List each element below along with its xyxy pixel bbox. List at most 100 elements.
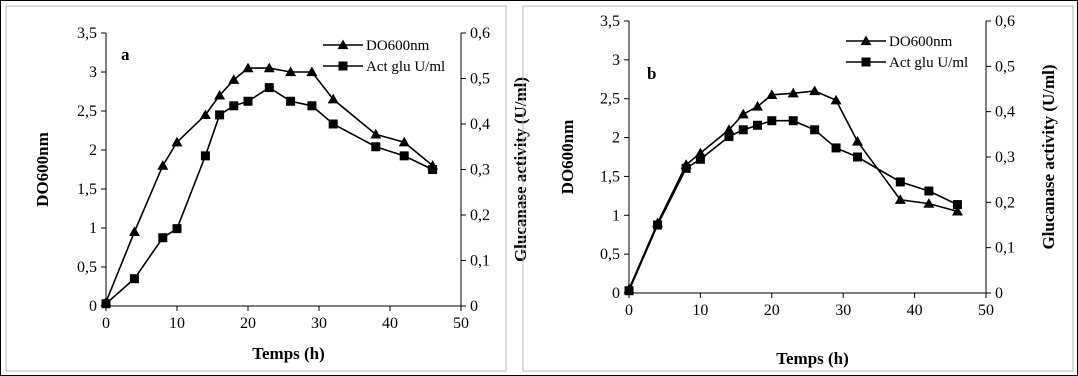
y-tick-label-left: 2 [612,130,620,147]
data-point-triangle [263,62,275,73]
data-point-square [924,186,934,196]
x-tick-label: 50 [978,302,994,319]
data-point-triangle [923,198,935,208]
data-point-triangle [809,85,821,96]
data-point-square [399,151,409,161]
x-axis-title: Temps (h) [252,344,325,363]
data-point-square [428,165,438,174]
chart-panel-b: 0 10 20 30 40 5000,511,522,533,500,10,20,30,4… [522,5,1074,372]
data-point-triangle [851,135,863,146]
data-point-triangle [306,66,318,77]
y-tick-label-right: 0,3 [470,162,490,179]
y-tick-label-right: 0,6 [470,25,490,42]
y-axis-title-right: Glucanase activity (U/ml) [511,77,530,262]
data-point-triangle [157,160,169,170]
data-point-triangle [370,128,382,139]
data-point-square [215,110,225,120]
legend-marker-triangle [860,35,872,46]
x-tick-label: 40 [907,302,923,319]
data-point-triangle [228,74,240,84]
x-tick-label: 40 [382,315,398,332]
y-tick-label-right: 0 [470,298,478,315]
data-point-square [681,163,691,173]
data-point-triangle [327,93,339,104]
y-tick-label-left: 3,5 [77,25,97,42]
data-point-square [229,101,239,111]
y-tick-label-right: 0,6 [995,13,1015,30]
data-point-square [852,152,862,162]
data-point-triangle [752,100,764,111]
legend-label: Act glu U/ml [889,55,968,71]
y-tick-label-right: 0,4 [470,116,490,133]
y-tick-label-right: 0,1 [470,253,490,270]
data-point-square [810,125,820,135]
x-tick-label: 20 [764,302,780,319]
data-point-triangle [171,136,183,147]
data-point-triangle [214,89,226,100]
data-point-square [101,299,111,309]
y-tick-label-left: 0 [89,298,97,315]
data-point-square [264,83,274,93]
y-axis-title-right: Glucanase activity (U/ml) [1039,64,1058,249]
data-point-square [724,132,734,142]
legend-label: DO600nm [366,38,430,54]
y-tick-label-right: 0,5 [995,58,1015,75]
y-tick-label-left: 1,5 [600,168,620,185]
x-tick-label: 30 [835,302,851,319]
y-tick-label-right: 0,4 [995,104,1015,121]
y-tick-label-right: 0 [995,285,1003,302]
data-point-square [286,96,296,106]
data-point-square [328,119,338,129]
y-tick-label-left: 0 [612,285,620,302]
y-tick-label-left: 3 [612,52,620,69]
data-point-square [158,233,168,243]
data-point-triangle [787,87,799,98]
data-point-triangle [830,94,842,105]
y-tick-label-left: 1,5 [77,181,97,198]
data-point-square [653,220,663,230]
data-point-square [952,200,962,210]
data-point-square [831,143,841,153]
data-point-triangle [723,124,735,134]
data-point-square [307,101,317,111]
data-point-triangle [128,226,140,237]
data-point-square [695,154,705,164]
y-axis-title-left: DO600nm [33,132,52,207]
y-tick-label-left: 0,5 [600,246,620,263]
data-point-triangle [199,109,211,120]
data-point-square [895,177,905,187]
data-point-square [767,116,777,126]
x-tick-label: 10 [169,315,185,332]
y-tick-label-right: 0,1 [995,240,1015,257]
data-point-triangle [894,194,906,204]
legend-label: Act glu U/ml [366,59,445,75]
x-tick-label: 0 [625,302,633,319]
data-point-square [753,120,763,130]
series-line-square [105,86,433,305]
y-tick-label-left: 1 [612,207,620,224]
x-tick-label: 50 [453,315,469,332]
y-tick-label-left: 2 [89,142,97,159]
legend-marker-triangle [337,39,349,50]
y-tick-label-right: 0,2 [470,207,490,224]
data-point-square [624,286,634,296]
legend-marker-square [861,57,871,67]
x-tick-label: 30 [311,315,327,332]
series-line-triangle [105,67,434,303]
y-tick-label-right: 0,3 [995,149,1015,166]
data-point-square [200,151,210,161]
x-tick-label: 10 [692,302,708,319]
x-tick-label: 20 [240,315,256,332]
data-point-square [129,274,139,284]
data-point-square [788,116,798,126]
panel-label: b [647,64,656,83]
x-tick-label: 0 [102,315,110,332]
data-point-square [243,96,253,106]
panel-frame [5,5,507,372]
panel-label: a [121,45,130,64]
data-point-triangle [737,108,749,119]
data-point-triangle [242,62,254,73]
data-point-triangle [285,66,297,77]
